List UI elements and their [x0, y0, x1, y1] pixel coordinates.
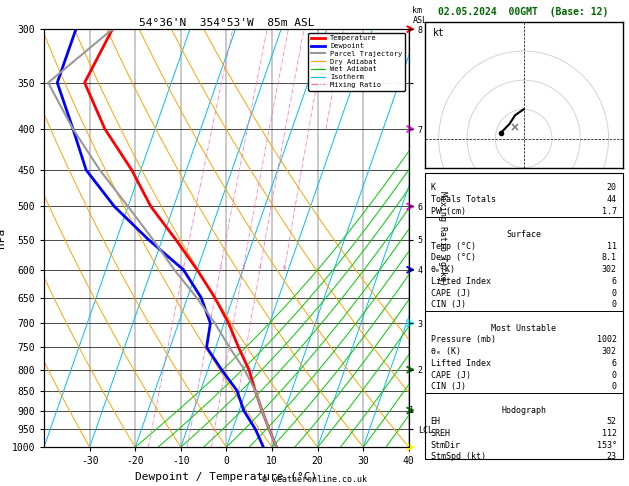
Text: Temp (°C): Temp (°C): [430, 242, 476, 251]
Text: θₑ (K): θₑ (K): [430, 347, 460, 356]
Y-axis label: Mixing Ratio (g/kg): Mixing Ratio (g/kg): [438, 191, 447, 286]
Text: 0: 0: [612, 370, 617, 380]
Text: 3: 3: [242, 265, 245, 270]
Text: CIN (J): CIN (J): [430, 382, 465, 391]
Text: Dewp (°C): Dewp (°C): [430, 254, 476, 262]
Text: SREH: SREH: [430, 429, 450, 438]
Text: K: K: [430, 183, 435, 192]
Text: 302: 302: [602, 347, 617, 356]
Title: 54°36'N  354°53'W  85m ASL: 54°36'N 354°53'W 85m ASL: [138, 18, 314, 28]
Text: Lifted Index: Lifted Index: [430, 277, 491, 286]
Text: CAPE (J): CAPE (J): [430, 370, 470, 380]
Text: 44: 44: [607, 195, 617, 204]
Text: StmSpd (kt): StmSpd (kt): [430, 452, 486, 461]
Legend: Temperature, Dewpoint, Parcel Trajectory, Dry Adiabat, Wet Adiabat, Isotherm, Mi: Temperature, Dewpoint, Parcel Trajectory…: [308, 33, 405, 90]
Text: kt: kt: [433, 28, 444, 38]
Text: 0: 0: [612, 289, 617, 297]
Text: Surface: Surface: [506, 230, 541, 239]
Text: km
ASL: km ASL: [413, 5, 428, 25]
Text: 302: 302: [602, 265, 617, 274]
Text: 23: 23: [607, 452, 617, 461]
Text: 02.05.2024  00GMT  (Base: 12): 02.05.2024 00GMT (Base: 12): [438, 7, 609, 17]
Text: EH: EH: [430, 417, 440, 426]
Text: 6: 6: [612, 277, 617, 286]
Text: 20: 20: [607, 183, 617, 192]
Text: © weatheronline.co.uk: © weatheronline.co.uk: [262, 474, 367, 484]
Text: Pressure (mb): Pressure (mb): [430, 335, 496, 345]
Text: Totals Totals: Totals Totals: [430, 195, 496, 204]
Text: 0: 0: [612, 382, 617, 391]
X-axis label: Dewpoint / Temperature (°C): Dewpoint / Temperature (°C): [135, 472, 318, 482]
Text: StmDir: StmDir: [430, 441, 460, 450]
Text: CAPE (J): CAPE (J): [430, 289, 470, 297]
Text: 0: 0: [612, 300, 617, 309]
Text: 4: 4: [258, 265, 262, 270]
Text: θₑ(K): θₑ(K): [430, 265, 455, 274]
Text: 11: 11: [607, 242, 617, 251]
Text: 1.7: 1.7: [602, 207, 617, 216]
Y-axis label: hPa: hPa: [0, 228, 6, 248]
Text: Lifted Index: Lifted Index: [430, 359, 491, 368]
Text: Hodograph: Hodograph: [501, 406, 546, 415]
Text: 1: 1: [409, 406, 414, 415]
Text: 2: 2: [218, 265, 222, 270]
Text: 6: 6: [282, 265, 286, 270]
Text: PW (cm): PW (cm): [430, 207, 465, 216]
Text: 8.1: 8.1: [602, 254, 617, 262]
Text: 153°: 153°: [597, 441, 617, 450]
Text: 52: 52: [607, 417, 617, 426]
Text: Most Unstable: Most Unstable: [491, 324, 556, 333]
Text: 1002: 1002: [597, 335, 617, 345]
Text: CIN (J): CIN (J): [430, 300, 465, 309]
Text: 6: 6: [612, 359, 617, 368]
Text: 1: 1: [182, 265, 185, 270]
Text: 112: 112: [602, 429, 617, 438]
